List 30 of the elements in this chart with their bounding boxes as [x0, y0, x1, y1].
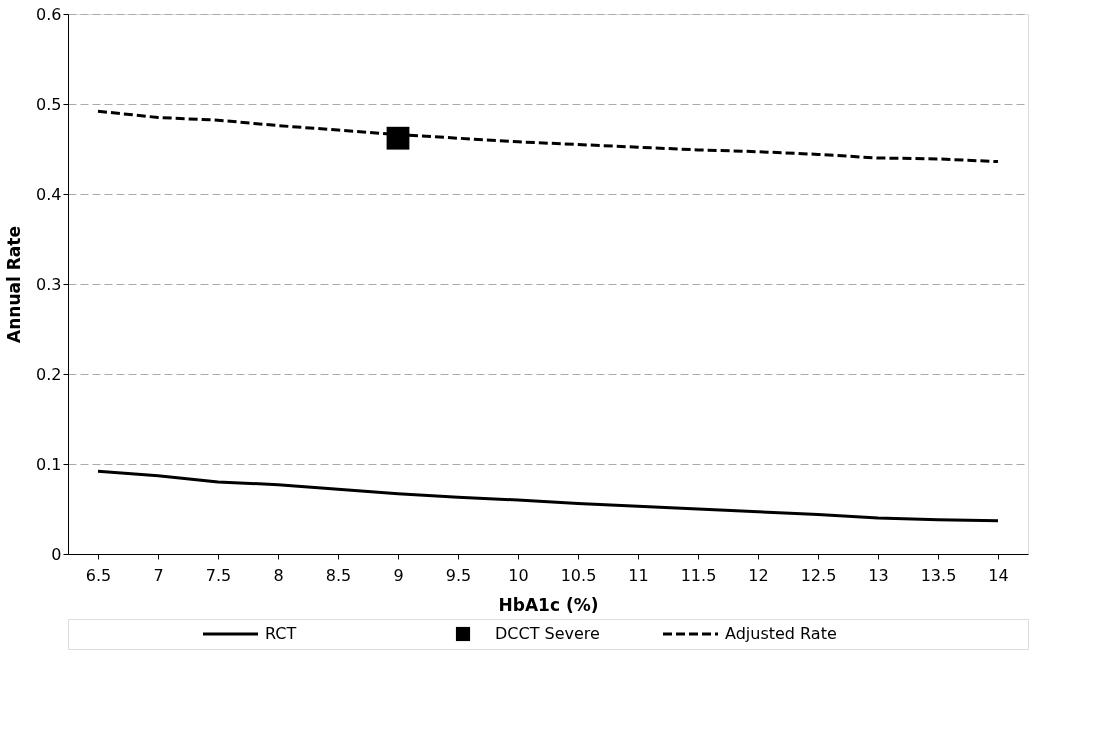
x-tick-label: 11.5 [680, 565, 717, 585]
x-tick-label: 9.5 [445, 565, 472, 585]
x-tick-label: 7.5 [205, 565, 232, 585]
x-tick-label: 13 [868, 565, 889, 585]
x-tick-label: 8 [273, 565, 284, 585]
legend-label: DCCT Severe [495, 624, 600, 643]
x-tick-label: 8.5 [325, 565, 352, 585]
y-axis-title: Annual Rate [4, 226, 25, 343]
x-axis-title: HbA1c (%) [498, 594, 599, 615]
line-series [96, 469, 1000, 523]
x-tick-label: 11 [628, 565, 649, 585]
y-tick-label: 0.2 [36, 364, 62, 384]
y-tick-label: 0.1 [36, 454, 62, 474]
x-tick-label: 7 [153, 565, 164, 585]
x-tick-label: 14 [988, 565, 1009, 585]
x-tick-label: 9 [393, 565, 404, 585]
x-tick-label: 12.5 [800, 565, 837, 585]
y-tick-label: 0.6 [36, 4, 62, 24]
y-tick-label: 0.3 [36, 274, 62, 294]
x-tick-label: 12 [748, 565, 769, 585]
y-tick-label: 0 [51, 544, 62, 564]
x-tick-label: 10 [508, 565, 529, 585]
x-tick-label: 10.5 [560, 565, 597, 585]
y-tick-label: 0.5 [36, 94, 62, 114]
line-series [96, 109, 1000, 164]
legend-label: RCT [265, 624, 297, 643]
x-tick-label: 13.5 [920, 565, 957, 585]
y-tick-label: 0.4 [36, 184, 62, 204]
x-tick-label: 6.5 [85, 565, 112, 585]
legend-label: Adjusted Rate [725, 624, 837, 643]
